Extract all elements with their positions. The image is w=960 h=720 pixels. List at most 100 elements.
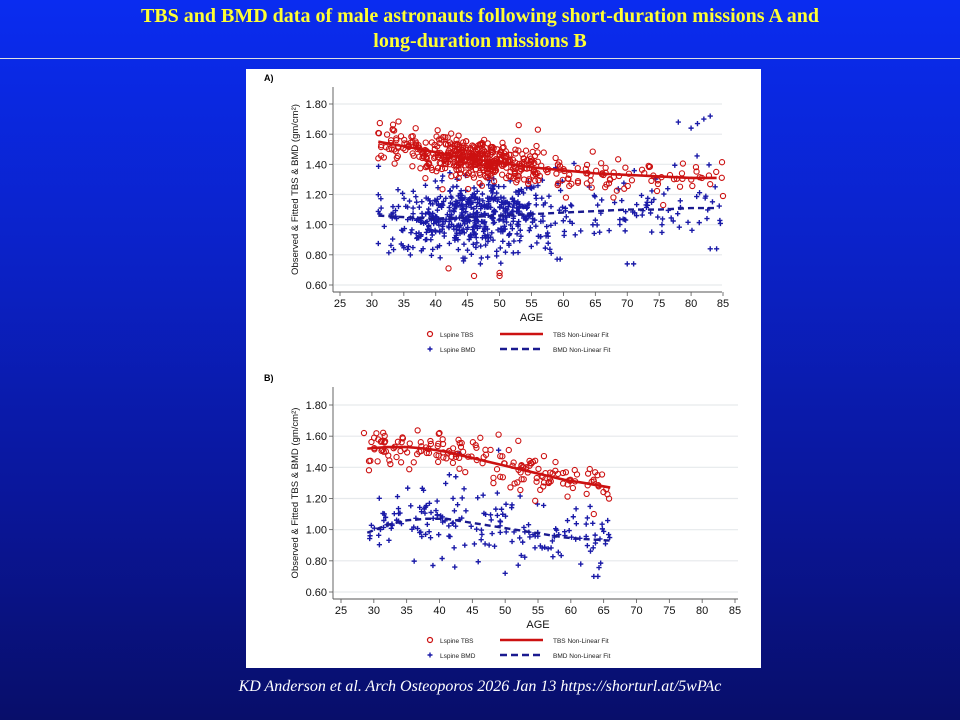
tbs-point bbox=[455, 174, 462, 182]
bmd-point bbox=[446, 240, 452, 247]
x-tick-label: 75 bbox=[653, 298, 665, 310]
bmd-point bbox=[539, 195, 545, 201]
bmd-point bbox=[659, 216, 666, 222]
bmd-point bbox=[395, 505, 402, 512]
tbs-point bbox=[442, 160, 449, 167]
tbs-point bbox=[589, 148, 596, 155]
bmd-point bbox=[475, 218, 481, 225]
bmd-point bbox=[522, 554, 528, 560]
bmd-point bbox=[430, 562, 436, 569]
tbs-point bbox=[462, 468, 469, 476]
tbs-point bbox=[590, 510, 597, 518]
bmd-point bbox=[544, 223, 550, 230]
bmd-point bbox=[514, 231, 520, 237]
tbs-point bbox=[495, 431, 502, 438]
tbs-point bbox=[613, 187, 621, 194]
tbs-point bbox=[395, 118, 402, 125]
bmd-point bbox=[440, 173, 446, 179]
legend-label-tbs-fit: TBS Non-Linear Fit bbox=[553, 332, 609, 339]
bmd-point bbox=[451, 545, 457, 551]
bmd-point bbox=[390, 246, 397, 253]
bmd-point bbox=[502, 570, 508, 576]
bmd-point bbox=[566, 527, 572, 534]
bmd-point bbox=[540, 202, 547, 208]
slide-title: TBS and BMD data of male astronauts foll… bbox=[0, 4, 960, 54]
bmd-point bbox=[451, 508, 458, 514]
bmd-point bbox=[429, 232, 435, 238]
bmd-point bbox=[623, 209, 629, 215]
bmd-point bbox=[606, 227, 612, 234]
bmd-point bbox=[541, 502, 547, 509]
tbs-point bbox=[525, 177, 532, 185]
bmd-point bbox=[420, 246, 426, 252]
bmd-point bbox=[459, 196, 465, 202]
bmd-point bbox=[459, 515, 465, 521]
tbs-point bbox=[497, 473, 504, 480]
bmd-point bbox=[489, 230, 495, 236]
bmd-point bbox=[562, 208, 569, 214]
bmd-point bbox=[450, 201, 456, 207]
bmd-point bbox=[511, 529, 517, 535]
tbs-point bbox=[462, 138, 470, 145]
bmd-point bbox=[488, 234, 494, 240]
bmd-point bbox=[701, 116, 707, 122]
bmd-point bbox=[532, 533, 538, 539]
y-tick-label: 0.80 bbox=[306, 250, 327, 262]
bmd-point bbox=[560, 218, 566, 224]
bmd-point bbox=[400, 243, 406, 249]
tbs-point bbox=[532, 497, 539, 504]
bmd-point bbox=[503, 501, 509, 507]
y-tick-label: 0.80 bbox=[306, 556, 327, 568]
bmd-point bbox=[478, 255, 484, 261]
bmd-point bbox=[424, 521, 430, 528]
tbs-point bbox=[583, 490, 590, 498]
bmd-point bbox=[461, 218, 468, 224]
bmd-point bbox=[591, 573, 597, 580]
bmd-point bbox=[456, 222, 462, 228]
bmd-point bbox=[414, 235, 420, 242]
tbs-point bbox=[533, 478, 540, 485]
bmd-point bbox=[532, 545, 538, 551]
bmd-point bbox=[496, 447, 502, 453]
tbs-point bbox=[707, 181, 714, 188]
bmd-point bbox=[647, 210, 654, 216]
bmd-point bbox=[381, 511, 387, 517]
bmd-point bbox=[426, 223, 432, 230]
bmd-point bbox=[487, 512, 494, 518]
bmd-point bbox=[437, 193, 444, 200]
bmd-point bbox=[504, 214, 510, 220]
bmd-point bbox=[617, 216, 623, 223]
x-tick-label: 25 bbox=[334, 298, 346, 310]
bmd-point bbox=[558, 552, 564, 559]
bmd-point bbox=[509, 226, 515, 232]
tbs-point bbox=[492, 163, 499, 170]
tbs-point bbox=[648, 177, 655, 185]
y-tick-label: 1.20 bbox=[306, 494, 327, 506]
tbs-point bbox=[436, 140, 443, 147]
x-tick-label: 60 bbox=[565, 605, 577, 617]
tbs-point bbox=[436, 429, 443, 437]
bmd-point bbox=[491, 543, 498, 549]
bmd-point bbox=[534, 240, 540, 246]
x-tick-label: 70 bbox=[621, 298, 633, 310]
tbs-point bbox=[493, 466, 501, 473]
tbs-point bbox=[678, 170, 686, 177]
chart-panel-a: A) 0.60 0.80 1.00 1.20 1.40 1.60 1.80 25 30 35 40 45… bbox=[264, 73, 729, 354]
tbs-point bbox=[510, 174, 517, 182]
bmd-point bbox=[638, 192, 645, 199]
bmd-point bbox=[471, 191, 477, 197]
bmd-point bbox=[443, 195, 449, 201]
bmd-point bbox=[446, 225, 452, 231]
bmd-point bbox=[511, 202, 517, 208]
x-tick-label: 35 bbox=[401, 605, 413, 617]
x-tick-label: 55 bbox=[532, 605, 544, 617]
x-tick-label: 65 bbox=[589, 298, 601, 310]
panel-label: A) bbox=[264, 73, 274, 83]
bmd-point bbox=[573, 506, 579, 512]
chart-panel-b: B) 0.60 0.80 1.00 1.20 1.40 1.60 1.80 25 30 35 40 45… bbox=[264, 373, 741, 660]
bmd-point bbox=[595, 202, 601, 208]
tbs-point bbox=[433, 168, 440, 175]
tbs-point bbox=[517, 486, 524, 494]
tbs-fit-line bbox=[367, 445, 611, 489]
bmd-point bbox=[405, 243, 412, 250]
